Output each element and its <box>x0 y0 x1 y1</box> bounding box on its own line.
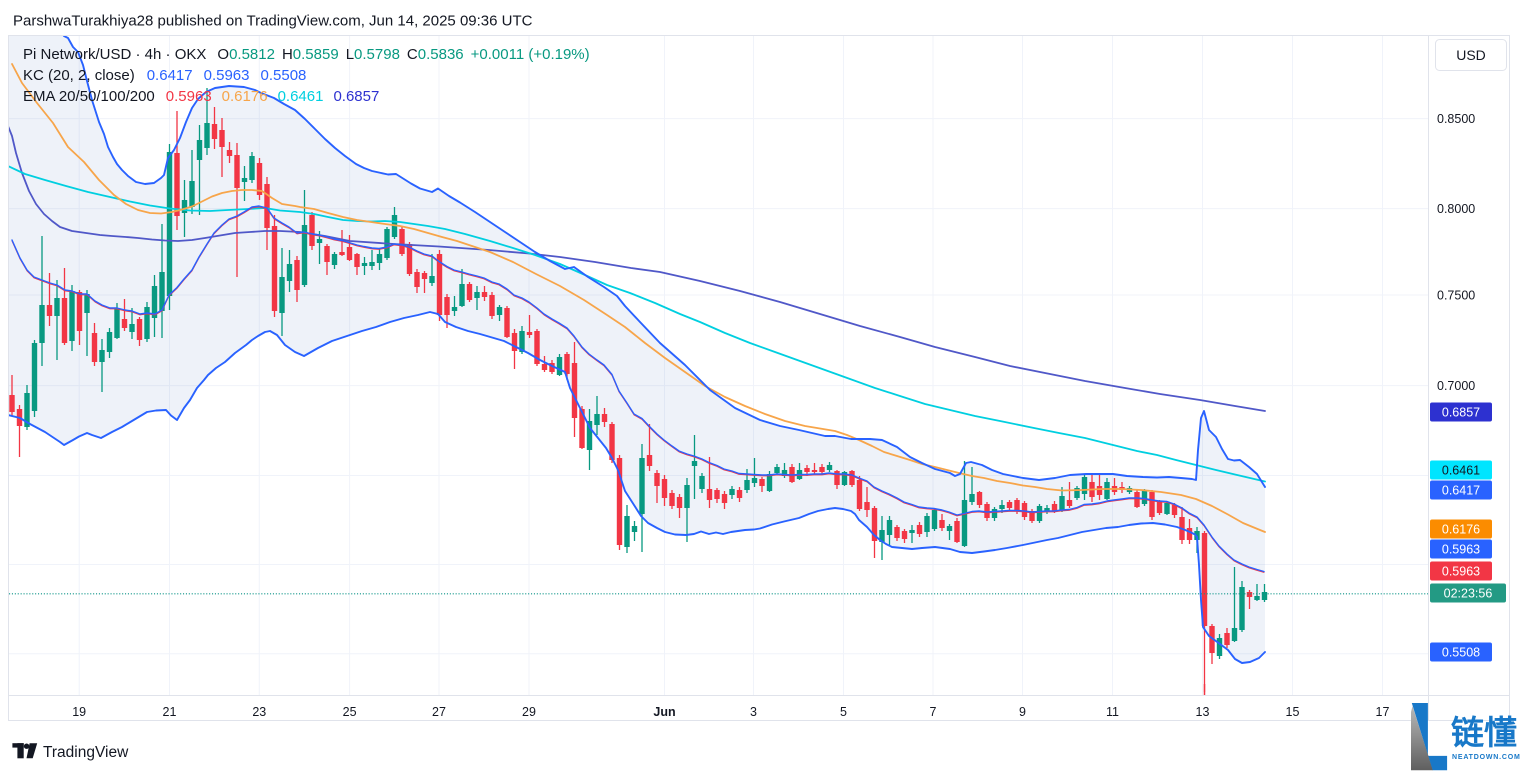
svg-text:29: 29 <box>522 705 536 719</box>
svg-text:0.5508: 0.5508 <box>1442 646 1480 660</box>
svg-text:9: 9 <box>1019 705 1026 719</box>
svg-text:链懂: 链懂 <box>1451 714 1517 751</box>
svg-text:15: 15 <box>1286 705 1300 719</box>
svg-text:TradingView: TradingView <box>43 744 129 761</box>
svg-text:0.7500: 0.7500 <box>1437 289 1475 303</box>
svg-text:0.6417: 0.6417 <box>1442 484 1480 498</box>
svg-text:3: 3 <box>750 705 757 719</box>
svg-text:0.5963: 0.5963 <box>1442 543 1480 557</box>
svg-text:Jun: Jun <box>653 705 675 719</box>
svg-text:0.5963: 0.5963 <box>1442 565 1480 579</box>
svg-text:0.6176: 0.6176 <box>1442 523 1480 537</box>
svg-text:25: 25 <box>343 705 357 719</box>
svg-text:USD: USD <box>1456 47 1486 63</box>
svg-text:11: 11 <box>1106 705 1119 719</box>
svg-text:19: 19 <box>72 705 86 719</box>
svg-text:5: 5 <box>840 705 847 719</box>
svg-text:13: 13 <box>1196 705 1210 719</box>
svg-text:27: 27 <box>432 705 446 719</box>
svg-text:7: 7 <box>930 705 937 719</box>
svg-text:0.6461: 0.6461 <box>1442 464 1480 478</box>
svg-text:0.8000: 0.8000 <box>1437 202 1475 216</box>
svg-text:02:23:56: 02:23:56 <box>1444 587 1493 601</box>
svg-text:0.6857: 0.6857 <box>1442 406 1480 420</box>
svg-text:0.8500: 0.8500 <box>1437 112 1475 126</box>
svg-text:23: 23 <box>252 705 266 719</box>
svg-text:21: 21 <box>163 705 177 719</box>
svg-text:17: 17 <box>1376 705 1390 719</box>
svg-text:0.7000: 0.7000 <box>1437 379 1475 393</box>
svg-text:ParshwaTurakhiya28 published o: ParshwaTurakhiya28 published on TradingV… <box>13 13 533 30</box>
svg-text:NEATDOWN.COM: NEATDOWN.COM <box>1452 754 1521 761</box>
